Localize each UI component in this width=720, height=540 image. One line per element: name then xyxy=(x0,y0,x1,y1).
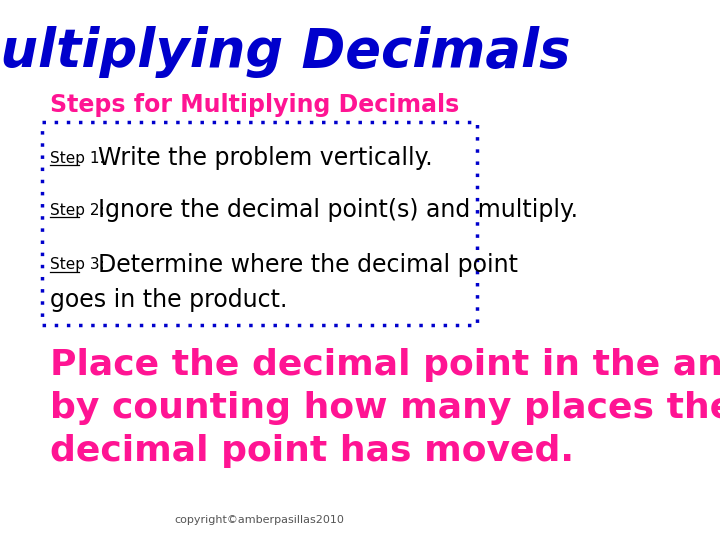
Text: decimal point has moved.: decimal point has moved. xyxy=(50,434,574,468)
Text: Determine where the decimal point: Determine where the decimal point xyxy=(83,253,518,277)
Text: Step 1:: Step 1: xyxy=(50,151,104,165)
Text: Step 2:: Step 2: xyxy=(50,202,104,218)
Text: goes in the product.: goes in the product. xyxy=(50,288,287,312)
Text: Place the decimal point in the answer: Place the decimal point in the answer xyxy=(50,348,720,382)
Text: Ignore the decimal point(s) and multiply.: Ignore the decimal point(s) and multiply… xyxy=(83,198,577,222)
Text: by counting how many places the: by counting how many places the xyxy=(50,391,720,425)
Text: Multiplying Decimals: Multiplying Decimals xyxy=(0,26,570,78)
Text: Write the problem vertically.: Write the problem vertically. xyxy=(83,146,432,170)
Text: copyright©amberpasillas2010: copyright©amberpasillas2010 xyxy=(174,515,344,525)
Text: Steps for Multiplying Decimals: Steps for Multiplying Decimals xyxy=(50,93,459,117)
Text: Step 3:: Step 3: xyxy=(50,258,104,273)
